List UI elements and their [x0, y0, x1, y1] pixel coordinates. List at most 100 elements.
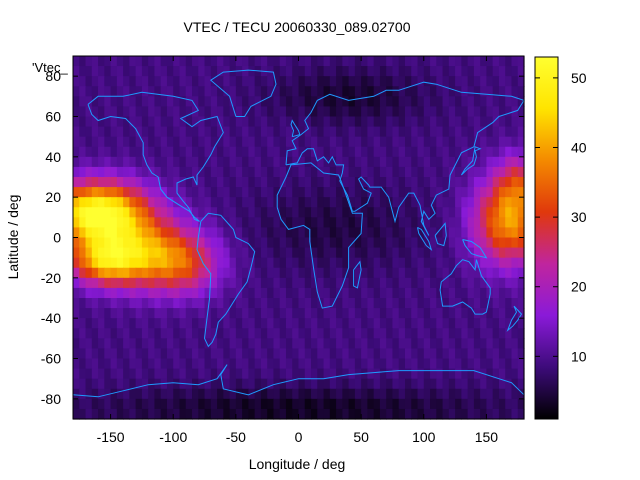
heatmap-cell	[98, 136, 105, 148]
heatmap-cell	[336, 187, 343, 198]
heatmap-cell	[336, 398, 343, 410]
heatmap-cell	[204, 267, 212, 279]
heatmap-cell	[235, 358, 243, 370]
heatmap-cell	[511, 187, 519, 198]
heatmap-cell	[217, 257, 224, 269]
heatmap-cell	[223, 267, 231, 279]
heatmap-cell	[517, 267, 525, 279]
heatmap-cell	[198, 298, 206, 309]
heatmap-cell	[135, 86, 143, 97]
heatmap-cell	[248, 166, 256, 178]
heatmap-cell	[455, 267, 462, 279]
heatmap-cell	[336, 267, 343, 279]
x-tick-label: -50	[226, 429, 246, 445]
heatmap-cell	[354, 388, 362, 400]
heatmap-cell	[398, 116, 406, 128]
heatmap-cell	[411, 66, 419, 77]
heatmap-cell	[141, 217, 149, 229]
heatmap-cell	[254, 187, 262, 198]
heatmap-cell	[461, 398, 469, 410]
heatmap-cell	[235, 106, 243, 118]
heatmap-cell	[273, 116, 281, 128]
heatmap-cell	[154, 318, 162, 329]
heatmap-cell	[329, 358, 337, 370]
heatmap-cell	[116, 56, 124, 67]
heatmap-cell	[367, 227, 375, 239]
heatmap-cell	[467, 56, 475, 67]
heatmap-cell	[235, 308, 243, 319]
heatmap-cell	[505, 66, 513, 77]
heatmap-cell	[242, 166, 249, 178]
heatmap-cell	[461, 318, 469, 329]
heatmap-cell	[473, 277, 481, 289]
heatmap-cell	[329, 126, 337, 138]
heatmap-cell	[323, 398, 331, 410]
heatmap-cell	[141, 136, 149, 148]
heatmap-cell	[116, 298, 124, 309]
heatmap-cell	[467, 408, 475, 420]
heatmap-cell	[185, 116, 193, 128]
heatmap-cell	[448, 227, 456, 239]
heatmap-cell	[204, 126, 212, 138]
heatmap-cell	[173, 318, 181, 329]
heatmap-cell	[273, 106, 281, 118]
heatmap-cell	[361, 398, 368, 410]
heatmap-cell	[467, 237, 475, 249]
y-tick-label: 0	[53, 230, 61, 246]
heatmap-cell	[492, 338, 500, 350]
heatmap-cell	[436, 116, 444, 128]
heatmap-cell	[129, 328, 137, 339]
heatmap-cell	[242, 227, 249, 239]
heatmap-cell	[473, 348, 481, 360]
heatmap-cell	[123, 197, 130, 208]
heatmap-cell	[423, 298, 431, 309]
heatmap-cell	[442, 237, 450, 249]
heatmap-cell	[480, 398, 488, 410]
heatmap-cell	[373, 237, 381, 249]
heatmap-cell	[386, 76, 394, 87]
heatmap-cell	[498, 66, 506, 77]
heatmap-cell	[423, 86, 431, 97]
heatmap-cell	[198, 398, 206, 410]
heatmap-cell	[260, 146, 268, 158]
heatmap-cell	[91, 146, 99, 158]
heatmap-cell	[229, 267, 237, 279]
heatmap-cell	[110, 207, 118, 218]
heatmap-cell	[204, 277, 212, 289]
heatmap-cell	[517, 277, 525, 289]
heatmap-cell	[404, 237, 412, 249]
heatmap-cell	[298, 207, 306, 218]
heatmap-cell	[317, 388, 325, 400]
heatmap-cell	[160, 187, 168, 198]
heatmap-cell	[98, 378, 105, 390]
heatmap-cell	[379, 298, 387, 309]
heatmap-cell	[430, 76, 437, 87]
heatmap-cell	[442, 378, 450, 390]
heatmap-cell	[85, 166, 93, 178]
heatmap-cell	[336, 287, 343, 299]
heatmap-cell	[304, 217, 312, 229]
heatmap-cell	[492, 358, 500, 370]
heatmap-cell	[323, 56, 331, 67]
heatmap-cell	[154, 187, 162, 198]
heatmap-cell	[198, 66, 206, 77]
heatmap-cell	[192, 96, 199, 108]
heatmap-cell	[198, 388, 206, 400]
heatmap-cell	[279, 338, 287, 350]
heatmap-cell	[98, 56, 105, 67]
heatmap-cell	[298, 308, 306, 319]
heatmap-cell	[279, 257, 287, 269]
heatmap-cell	[423, 136, 431, 148]
heatmap-cell	[160, 197, 168, 208]
heatmap-cell	[442, 197, 450, 208]
heatmap-cell	[192, 207, 199, 218]
heatmap-cell	[129, 166, 137, 178]
heatmap-cell	[404, 398, 412, 410]
heatmap-cell	[173, 146, 181, 158]
heatmap-cell	[348, 348, 356, 360]
heatmap-cell	[473, 187, 481, 198]
heatmap-cell	[110, 136, 118, 148]
heatmap-cell	[166, 197, 174, 208]
heatmap-cell	[455, 328, 462, 339]
heatmap-cell	[404, 257, 412, 269]
